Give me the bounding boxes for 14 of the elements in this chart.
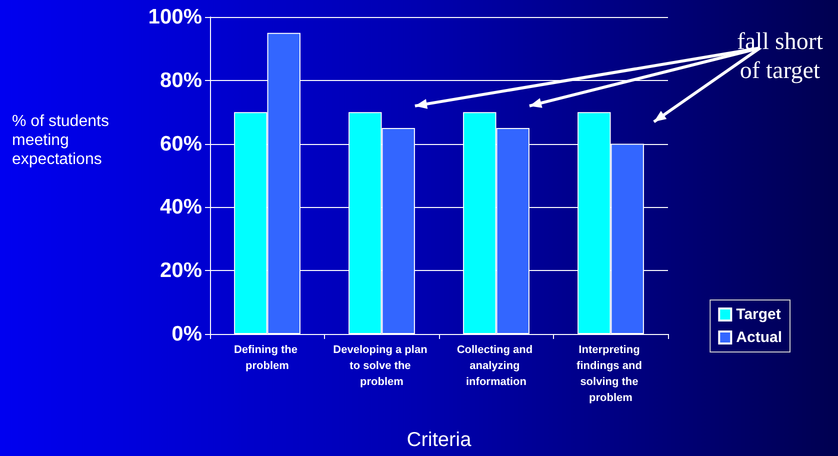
y-tick-label: 60%	[160, 132, 202, 156]
legend-label: Actual	[736, 329, 782, 346]
y-axis-title: % of students meeting expectations	[12, 112, 110, 169]
y-tick-label: 100%	[148, 6, 202, 28]
y-tick-label: 40%	[160, 196, 202, 219]
x-tick-label: Collecting and analyzing information	[456, 344, 536, 388]
x-tick-label: Defining the problem	[234, 344, 301, 372]
y-tick-label: 0%	[172, 322, 202, 346]
y-tick-label: 80%	[160, 68, 202, 92]
x-tick-label: Interpreting findings and solving the problem	[576, 344, 645, 404]
y-tick-label: 20%	[160, 259, 202, 282]
x-tick-label: Developing a plan to solve the problem	[333, 344, 430, 388]
legend-label: Target	[736, 306, 781, 323]
x-axis-title: Criteria	[406, 429, 472, 451]
